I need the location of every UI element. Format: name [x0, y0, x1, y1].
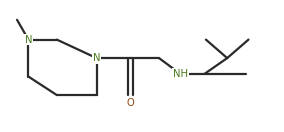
Text: O: O	[127, 98, 135, 108]
Text: N: N	[25, 35, 32, 45]
Text: NH: NH	[173, 69, 188, 79]
Text: N: N	[93, 53, 100, 63]
